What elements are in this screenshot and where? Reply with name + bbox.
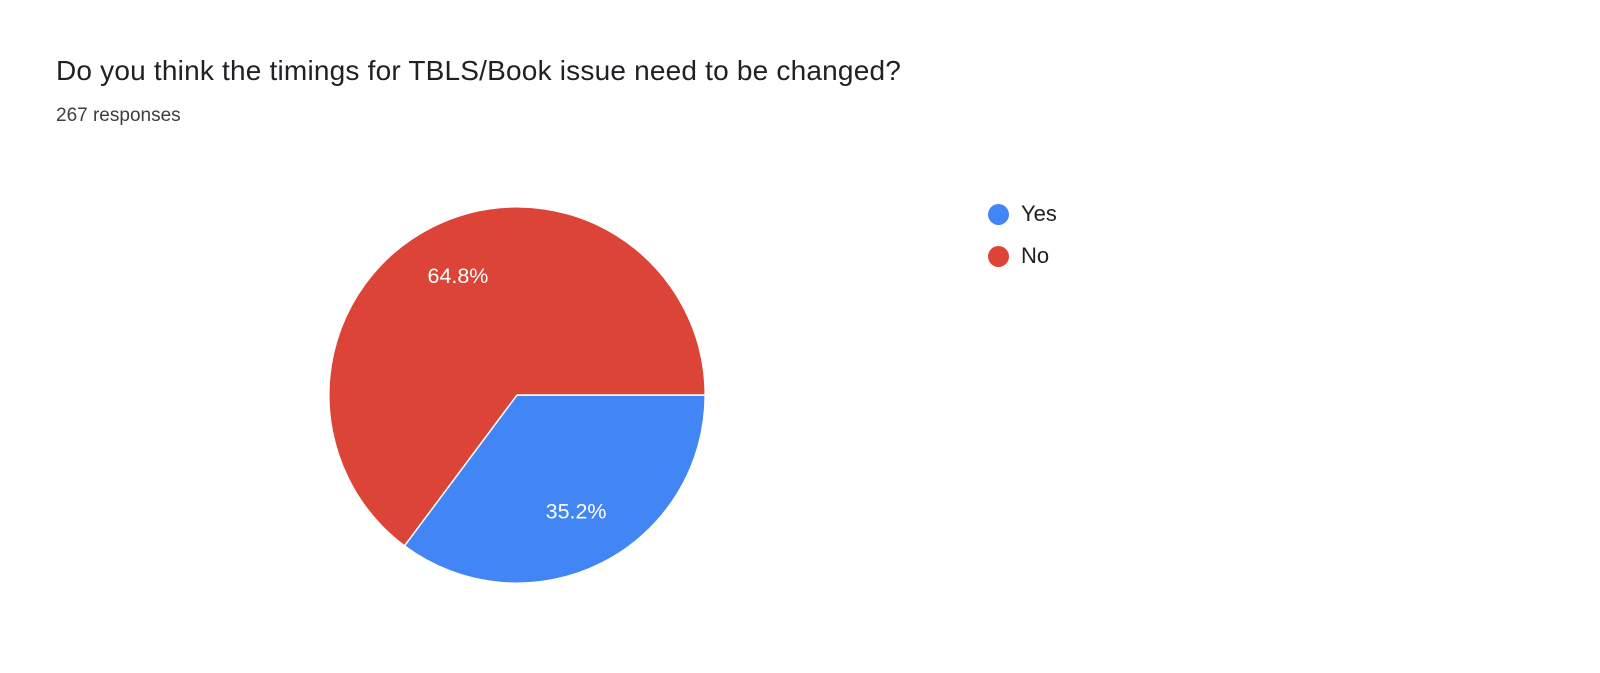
legend-label-yes: Yes	[1021, 201, 1057, 226]
legend-dot-no	[988, 245, 1009, 267]
pie-chart: 35.2% 64.8%	[322, 200, 712, 590]
pie-slice-percentage-label: 35.2%	[546, 499, 607, 523]
legend-dot-yes	[988, 203, 1009, 225]
question-title: Do you think the timings for TBLS/Book i…	[56, 55, 902, 86]
pie-slice-no[interactable]	[328, 206, 706, 547]
chart-legend: Yes No	[988, 200, 1057, 284]
response-count: 267 responses	[56, 105, 181, 126]
legend-item-yes: Yes	[988, 200, 1057, 228]
pie-slice-yes[interactable]	[403, 394, 706, 584]
legend-item-no: No	[988, 242, 1057, 270]
pie-chart-svg: 35.2% 64.8%	[328, 206, 706, 584]
legend-label-no: No	[1021, 243, 1050, 268]
pie-slice-percentage-label: 64.8%	[428, 264, 489, 288]
